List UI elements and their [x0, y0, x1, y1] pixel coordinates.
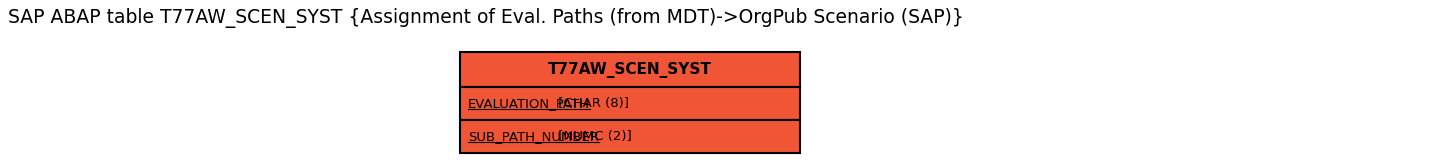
Text: SAP ABAP table T77AW_SCEN_SYST {Assignment of Eval. Paths (from MDT)->OrgPub Sce: SAP ABAP table T77AW_SCEN_SYST {Assignme… — [9, 8, 964, 28]
Text: SUB_PATH_NUMBER: SUB_PATH_NUMBER — [468, 130, 599, 143]
Text: EVALUATION_PATH: EVALUATION_PATH — [468, 97, 591, 110]
Bar — [460, 120, 800, 153]
Bar — [460, 52, 800, 87]
Text: [CHAR (8)]: [CHAR (8)] — [553, 97, 628, 110]
Text: [NUMC (2)]: [NUMC (2)] — [553, 130, 631, 143]
Bar — [460, 87, 800, 120]
Text: T77AW_SCEN_SYST: T77AW_SCEN_SYST — [547, 62, 711, 78]
